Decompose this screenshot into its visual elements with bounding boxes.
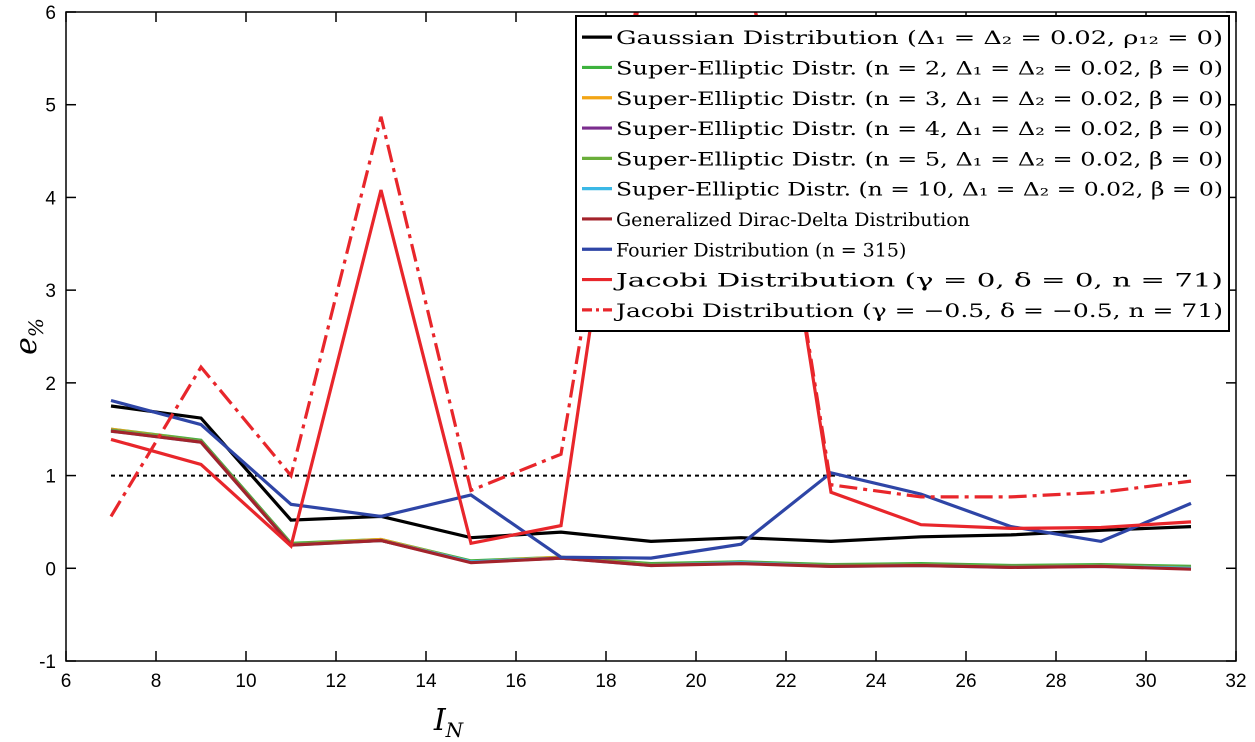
- x-tick-label: 30: [1135, 671, 1156, 692]
- legend-label-3: Super-Elliptic Distr. (n = 3, Δ₁ = Δ₂ = …: [616, 88, 1223, 110]
- y-tick-label: 2: [45, 374, 56, 395]
- x-tick-label: 18: [595, 671, 616, 692]
- x-axis-title: IN: [433, 703, 465, 742]
- legend: Gaussian Distribution (Δ₁ = Δ₂ = 0.02, ρ…: [575, 15, 1230, 332]
- legend-label-5: Super-Elliptic Distr. (n = 5, Δ₁ = Δ₂ = …: [616, 148, 1223, 170]
- x-tick-label: 24: [865, 671, 887, 692]
- y-tick-label: -1: [39, 652, 56, 673]
- x-tick-label: 10: [235, 671, 256, 692]
- series-line-1: [110, 404, 1192, 544]
- x-tick-label: 22: [775, 671, 796, 692]
- y-axis-title: e%: [9, 318, 48, 355]
- y-tick-label: 5: [45, 96, 56, 117]
- y-tick-label: 4: [45, 188, 56, 209]
- legend-box: [575, 15, 1230, 332]
- x-tick-label: 14: [415, 671, 437, 692]
- x-tick-label: 32: [1225, 671, 1246, 692]
- legend-label-6: Super-Elliptic Distr. (n = 10, Δ₁ = Δ₂ =…: [616, 179, 1223, 201]
- x-tick-label: 6: [61, 671, 72, 692]
- plot-frame: [65, 11, 1237, 662]
- y-tick-label: 6: [45, 3, 56, 24]
- series-line-10: [109, 12, 1192, 518]
- x-tick-label: 20: [685, 671, 706, 692]
- x-tick-label: 12: [325, 671, 346, 692]
- x-tick-label: 8: [151, 671, 162, 692]
- legend-label-8: Fourier Distribution (n = 315): [616, 239, 906, 261]
- legend-label-7: Generalized Dirac-Delta Distribution: [616, 209, 970, 231]
- legend-label-4: Super-Elliptic Distr. (n = 4, Δ₁ = Δ₂ = …: [616, 118, 1223, 140]
- legend-label-9: Jacobi Distribution (γ = 0, δ = 0, n = 7…: [613, 270, 1223, 292]
- series-line-8: [110, 398, 1192, 560]
- x-tick-label: 28: [1045, 671, 1066, 692]
- series-line-9: [110, 12, 1192, 549]
- legend-label-10: Jacobi Distribution (γ = −0.5, δ = −0.5,…: [613, 300, 1223, 322]
- legend-label-2: Super-Elliptic Distr. (n = 2, Δ₁ = Δ₂ = …: [616, 57, 1223, 79]
- x-tick-label: 26: [955, 671, 976, 692]
- series-layer: [109, 12, 1192, 571]
- legend-label-1: Gaussian Distribution (Δ₁ = Δ₂ = 0.02, ρ…: [616, 27, 1223, 49]
- y-tick-label: 3: [45, 281, 56, 302]
- y-tick-label: 1: [45, 467, 56, 488]
- y-tick-label: 0: [45, 559, 56, 580]
- x-tick-label: 16: [505, 671, 526, 692]
